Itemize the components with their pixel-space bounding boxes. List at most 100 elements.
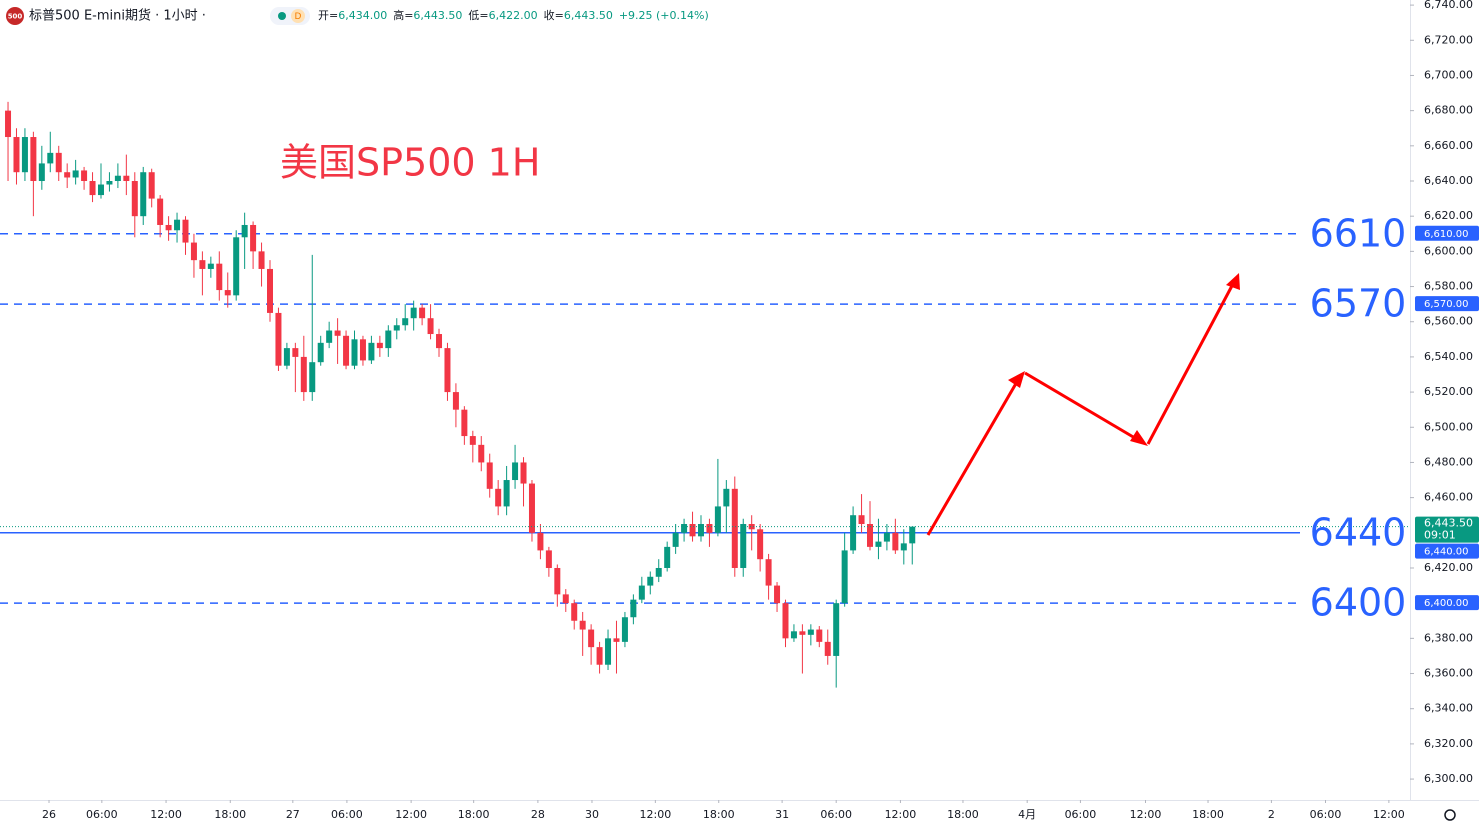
- y-tick-label: 6,740.00: [1424, 0, 1473, 11]
- candle-body: [486, 462, 493, 489]
- candle-body: [21, 137, 28, 173]
- candle-body: [444, 348, 451, 393]
- candle-body: [545, 550, 552, 568]
- candle-body: [106, 181, 113, 185]
- candle-body: [841, 550, 848, 604]
- y-tick-label: 6,600.00: [1424, 244, 1473, 257]
- x-tick-label: 06:00: [1065, 808, 1097, 821]
- candle-body: [571, 603, 578, 621]
- candle-body: [672, 532, 679, 547]
- ohlc-label: 开=: [318, 9, 338, 22]
- candle-body: [900, 543, 907, 551]
- x-tick-label: 06:00: [331, 808, 363, 821]
- candle-body: [588, 629, 595, 648]
- candle-body: [376, 342, 383, 349]
- logo: [6, 7, 24, 25]
- x-tick-label: 12:00: [885, 808, 917, 821]
- candle-body: [267, 268, 273, 313]
- candle-body: [393, 325, 400, 331]
- candle-body: [13, 137, 20, 173]
- candle-body: [300, 356, 307, 393]
- candle-body: [528, 483, 535, 533]
- candle-body: [343, 335, 350, 366]
- y-tick-label: 6,460.00: [1424, 491, 1473, 504]
- candle-body: [757, 529, 764, 560]
- candle-body: [596, 647, 603, 665]
- candle-body: [731, 488, 738, 568]
- badge: D: [295, 12, 302, 22]
- candle-body: [275, 312, 282, 366]
- ohlc-value: 6,443.50: [564, 9, 613, 22]
- candle-body: [334, 330, 341, 336]
- ohlc-label: 高=: [393, 8, 413, 22]
- y-tick-label: 6,360.00: [1424, 667, 1473, 680]
- candle-body: [605, 638, 612, 665]
- candle-body: [520, 462, 527, 484]
- candle-body: [402, 318, 409, 326]
- settings-icon[interactable]: [1444, 809, 1456, 821]
- x-tick-label: 4月: [1018, 808, 1036, 821]
- candle-body: [89, 181, 96, 196]
- candle-body: [554, 567, 561, 595]
- ohlc-value: 6,422.00: [489, 9, 538, 22]
- candle-body: [799, 631, 806, 635]
- candle-body: [723, 488, 730, 507]
- candle-body: [892, 532, 899, 551]
- candle-body: [81, 170, 88, 182]
- candle-body: [241, 224, 248, 238]
- last-price-label: 6,443.50: [1424, 517, 1473, 530]
- level-tag: [1415, 543, 1479, 559]
- candle-body: [309, 362, 316, 393]
- x-tick-label: 26: [42, 808, 56, 821]
- candle-body: [368, 342, 375, 361]
- x-tick-label: 18:00: [1192, 808, 1224, 821]
- candle-body: [410, 307, 417, 319]
- level-tag-label: 6,570.00: [1424, 299, 1469, 310]
- status-dot: [278, 12, 286, 20]
- candle-body: [216, 263, 223, 291]
- x-tick-label: 30: [585, 808, 599, 821]
- candle-body: [452, 392, 459, 410]
- ohlc-header: 开= 6,434.00 高= 6,443.50 低= 6,422.00 收= 6,443.50…: [318, 8, 709, 22]
- candle-body: [317, 342, 324, 363]
- badge-circle: [291, 9, 305, 23]
- y-tick-label: 6,420.00: [1424, 561, 1473, 574]
- candle-body: [157, 198, 164, 225]
- candle-body: [765, 559, 772, 586]
- candle-body: [740, 524, 747, 568]
- candle-body: [199, 260, 206, 269]
- y-tick-label: 6,620.00: [1424, 209, 1473, 222]
- candle-body: [148, 172, 155, 199]
- candle-body: [807, 629, 814, 635]
- level-tag: [1415, 296, 1479, 312]
- y-tick-label: 6,340.00: [1424, 702, 1473, 715]
- candle-body: [359, 339, 366, 361]
- candle-body: [351, 339, 358, 366]
- y-tick-label: 6,640.00: [1424, 174, 1473, 187]
- candle-body: [258, 251, 265, 269]
- level-tag: [1415, 595, 1479, 611]
- candle-body: [114, 175, 121, 182]
- candle-body: [689, 524, 696, 537]
- candle-body: [613, 638, 620, 642]
- candle-body: [5, 110, 12, 138]
- candle-body: [64, 172, 71, 178]
- candle-body: [630, 599, 637, 618]
- candle-body: [503, 480, 510, 507]
- candle-body: [664, 546, 671, 568]
- y-tick-label: 6,300.00: [1424, 772, 1473, 785]
- level-tag-label: 6,400.00: [1424, 598, 1469, 609]
- ohlc-value: 6,443.50: [413, 9, 462, 22]
- candle-body: [714, 506, 721, 533]
- y-tick-label: 6,720.00: [1424, 33, 1473, 46]
- candle-body: [123, 175, 130, 182]
- candle-body: [326, 330, 333, 343]
- candle-body: [419, 307, 426, 319]
- candle-body: [131, 181, 138, 217]
- candle-body: [495, 488, 502, 507]
- candle-body: [38, 163, 45, 182]
- candle-body: [850, 515, 857, 551]
- y-tick-label: 6,500.00: [1424, 420, 1473, 433]
- candle-body: [782, 603, 789, 639]
